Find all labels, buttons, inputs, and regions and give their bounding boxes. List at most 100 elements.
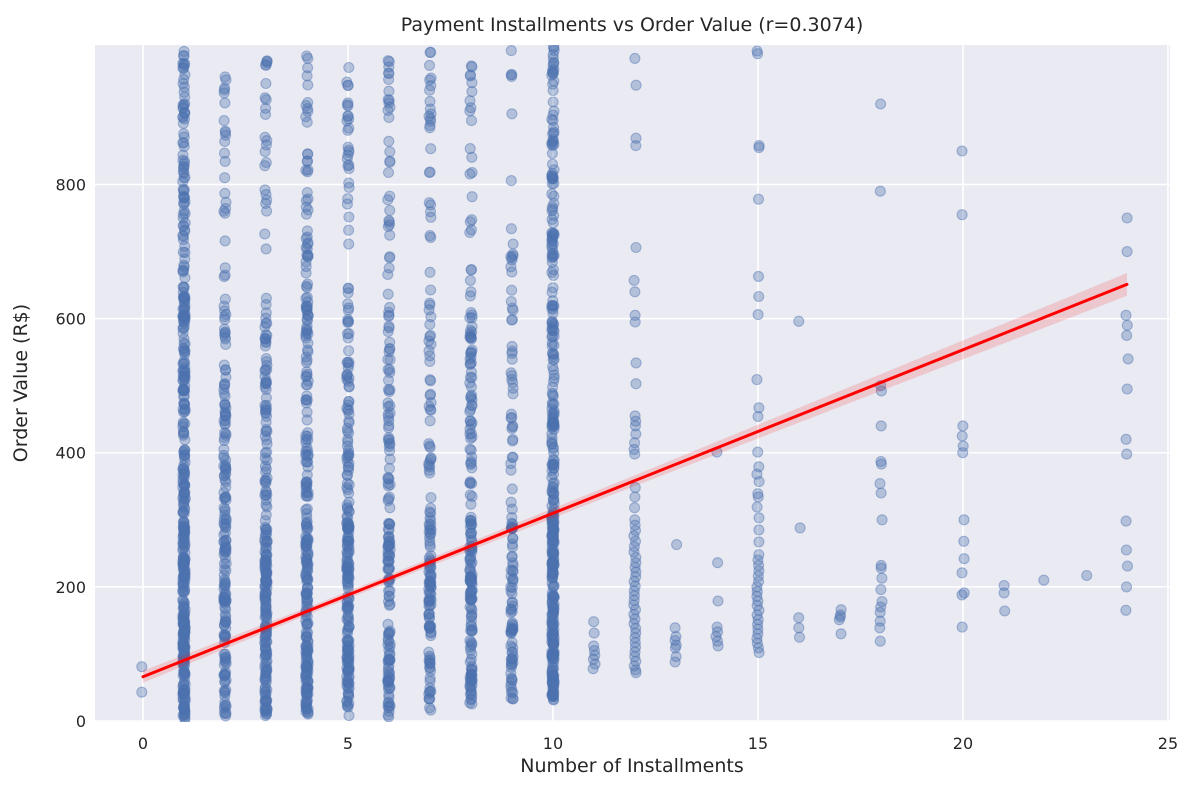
data-point [177,578,189,590]
data-point [629,491,641,503]
data-point [342,362,354,374]
data-point [464,477,476,489]
data-point [178,551,190,563]
data-point [1120,309,1132,321]
data-point [548,689,560,701]
data-point [179,667,191,679]
data-point [178,611,190,623]
data-point [177,183,189,195]
data-point [1122,353,1134,365]
data-point [423,166,435,179]
data-point [260,197,272,210]
chart-title: Payment Installments vs Order Value (r=0… [401,14,864,36]
data-point [220,655,232,667]
data-point [588,627,600,639]
data-point [178,518,190,530]
data-point [261,567,273,580]
data-point [424,330,436,343]
data-point [178,291,190,303]
data-point [259,651,271,663]
data-point [179,345,191,357]
data-point [793,315,805,327]
data-point [343,698,355,710]
data-point [218,432,230,444]
data-point [218,470,230,482]
data-point [178,184,190,196]
data-point [179,449,191,462]
data-point [178,557,190,569]
data-point [220,513,232,525]
data-point [219,125,231,137]
data-point [178,86,190,98]
y-tick-label-800: 800 [55,175,86,194]
data-point [218,513,230,525]
data-point [218,591,230,603]
data-point [219,378,231,390]
data-point [833,614,845,626]
data-point [343,345,355,357]
data-point [219,269,231,281]
data-point [219,461,232,473]
data-point [179,291,191,303]
data-point [343,487,355,499]
data-point [874,185,886,197]
data-point [220,521,232,533]
data-point [219,675,231,688]
data-point [506,70,518,83]
data-point [219,509,231,521]
data-point [220,476,232,488]
data-point [301,50,313,62]
data-point [547,603,559,615]
data-point [177,286,189,298]
data-point [218,205,230,217]
data-point [259,378,271,390]
data-point [178,570,190,583]
data-point [464,95,476,107]
data-point [383,672,395,685]
data-point [179,344,191,357]
data-point [259,321,271,333]
data-point [177,536,189,548]
data-point [425,284,437,296]
data-point [178,520,190,532]
data-point [178,607,190,619]
data-point [220,454,232,466]
x-tick-label-15: 15 [748,734,768,753]
data-point [178,516,190,528]
data-point [752,193,765,205]
data-point [178,479,190,491]
data-point [179,493,191,505]
data-point [178,303,190,315]
data-point [179,553,191,565]
data-point [179,406,191,418]
data-point [177,185,190,197]
data-point [300,615,312,627]
data-point [793,612,805,624]
data-point [178,630,190,643]
data-point [179,670,191,683]
data-point [587,663,599,675]
data-point [957,447,969,459]
data-point [178,374,190,386]
data-point [507,388,519,400]
data-point [179,58,191,70]
data-point [218,563,231,575]
data-point [179,687,191,699]
data-point [177,384,189,397]
data-point [178,428,190,440]
data-point [179,688,191,700]
data-point [464,69,476,81]
data-point [466,191,478,203]
data-point [179,616,191,628]
data-point [261,549,273,561]
data-point [177,538,189,550]
data-point [219,126,231,138]
data-point [300,256,312,268]
data-point [177,637,189,650]
data-point [343,645,355,657]
data-point [220,614,232,626]
data-point [219,521,231,533]
data-point [547,354,559,366]
data-point [343,662,355,675]
data-point [177,686,189,698]
